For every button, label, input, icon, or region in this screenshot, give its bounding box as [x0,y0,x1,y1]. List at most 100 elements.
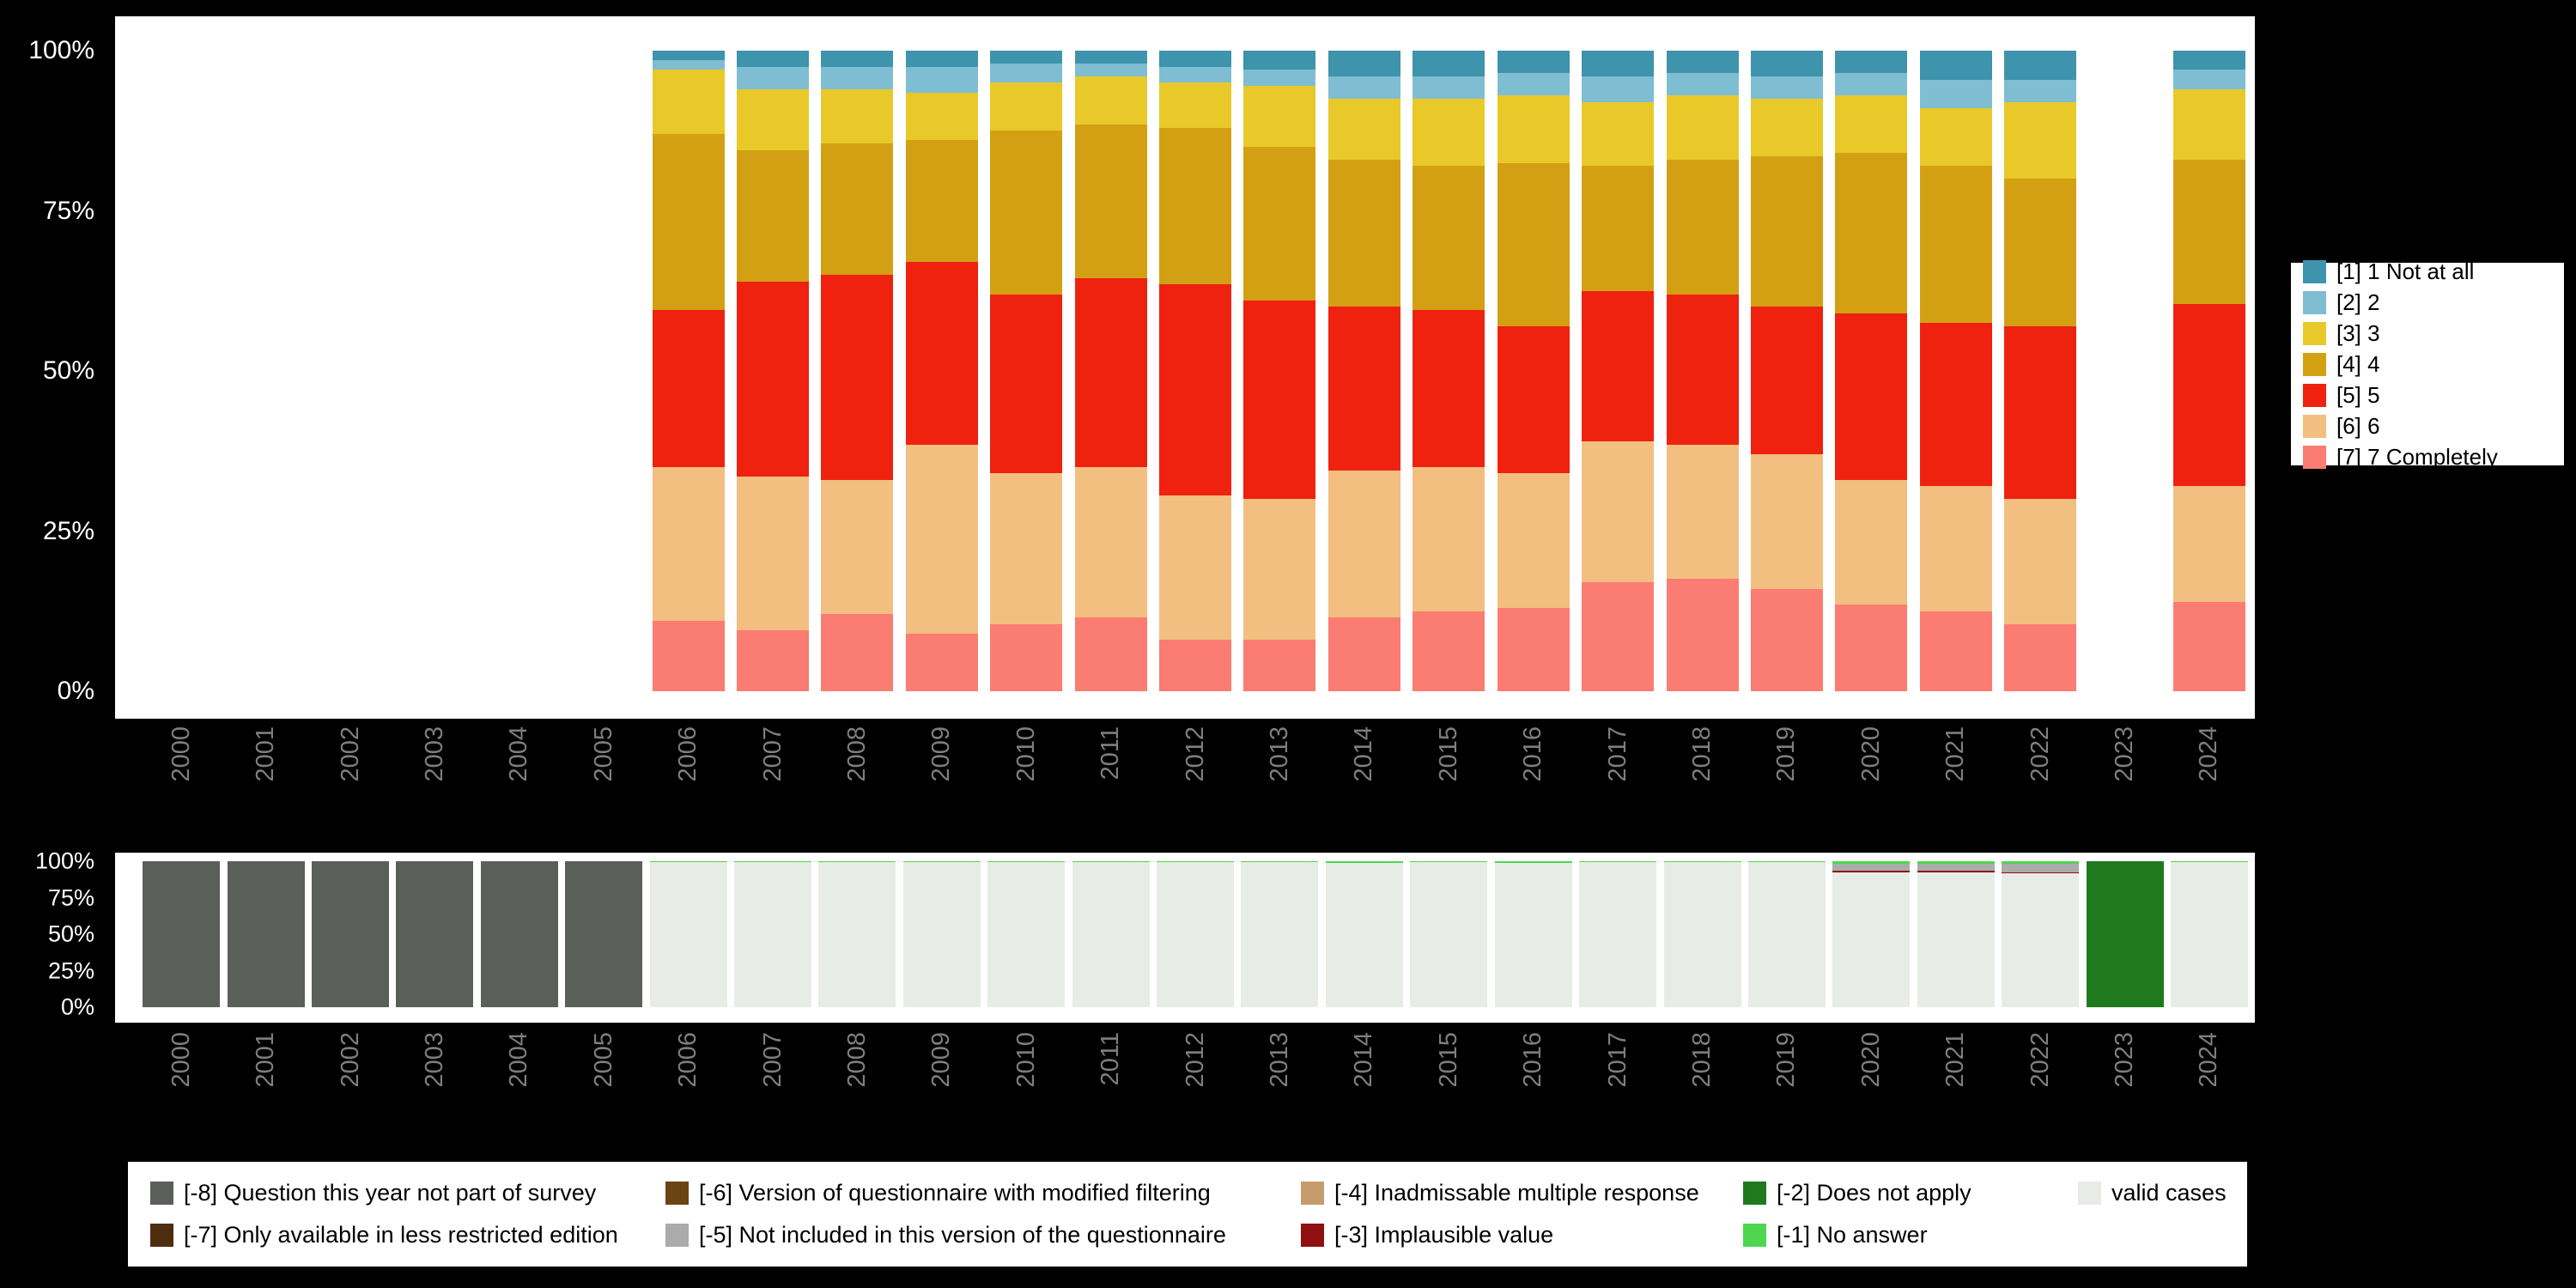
bar-slot-2006 [646,51,730,691]
x-axis-slot: 2012 [1153,726,1237,834]
bar-segment-6 [905,444,978,634]
bar-segment-2 [2004,79,2077,102]
stacked-bar-2006 [652,51,725,691]
legend-entry--4: [-4] Inadmissable multiple response [1301,1180,1743,1206]
year-tick-label: 2001 [252,726,280,782]
bar-segment-4 [2004,179,2077,326]
bar-segment-6 [2004,499,2077,624]
bar-segment-6 [2172,486,2245,602]
bar-segment-5 [1666,294,1739,445]
legend-entry--2: [-2] Does not apply [1743,1180,2078,1206]
bar-slot-2013 [1237,51,1321,691]
bar-segment-3 [821,88,894,144]
bar-segment-2 [652,60,725,70]
year-tick-label: 2023 [2111,726,2139,782]
bar-slot-2018 [1660,51,1744,691]
bar-segment-2 [1413,76,1485,99]
x-axis-slot: 2003 [392,1032,477,1139]
bar-slot-2001 [223,861,307,1007]
stacked-bar-2021 [1917,861,1995,1007]
x-axis-slot: 2001 [223,1032,307,1139]
legend-entry-4: [4] 4 [2303,351,2552,378]
x-axis-slot: 2020 [1829,1032,1913,1139]
bar-segment-4 [1159,127,1232,285]
bar-slot-2024 [2167,51,2251,691]
stacked-bar-2005 [565,861,643,1007]
bar-segment-5 [2172,303,2245,487]
bar-segment--1 [1663,861,1741,863]
bar-segment-4 [2172,159,2245,304]
year-tick-label: 2009 [927,726,956,782]
legend-entry--3: [-3] Implausible value [1301,1222,1743,1249]
legend-label: [-1] No answer [1777,1222,1928,1248]
x-axis-slot: 2000 [139,1032,223,1139]
bar-slot-2009 [900,51,984,691]
y-axis-tick-label: 25% [47,957,94,983]
bar-segment-valid [1832,872,1911,1007]
bar-segment-6 [1159,495,1232,641]
legend-entry--1: [-1] No answer [1743,1222,2078,1249]
stacked-bar-2021 [1919,51,1992,691]
bar-segment-4 [1074,124,1147,278]
bar-segment-5 [905,262,978,445]
bar-slot-2013 [1237,861,1321,1007]
x-axis-slot: 2021 [1914,726,1998,834]
bar-segment-5 [2004,325,2077,500]
bar-slot-2019 [1745,861,1829,1007]
bar-segment-5 [990,294,1063,474]
x-axis-slot: 2000 [139,726,223,834]
legend-entry--8: [-8] Question this year not part of surv… [150,1180,665,1206]
bar-segment-4 [1750,156,1823,307]
bar-slot-2017 [1576,861,1660,1007]
bar-slot-2021 [1914,51,1998,691]
legend-entry--5: [-5] Not included in this version of the… [665,1222,1301,1249]
legend-swatch-3 [2303,321,2326,345]
stacked-bar-2011 [1072,861,1150,1007]
x-axis-slot: 2014 [1322,1032,1406,1139]
year-tick-label: 2007 [758,1032,787,1088]
stacked-bar-2014 [1327,51,1400,691]
bar-segment--1 [1072,861,1150,863]
bar-segment-valid [902,862,981,1007]
stacked-bar-2003 [396,861,474,1007]
x-axis-slot: 2005 [562,726,646,834]
bar-segment-valid [1663,862,1741,1007]
bar-slot-2015 [1406,861,1491,1007]
bar-slot-2014 [1322,861,1406,1007]
bar-segment-2 [1582,76,1655,102]
bar-segment-6 [1835,479,1908,605]
x-axis-slot: 2020 [1829,726,1913,834]
x-axis-slot: 2014 [1322,726,1406,834]
bar-slot-2005 [562,861,646,1007]
legend-swatch--6 [665,1182,689,1205]
bar-segment-4 [1666,159,1739,295]
bar-slot-2007 [731,861,815,1007]
bar-segment-2 [737,66,810,89]
legend-entry-7: [7] 7 Completely [2303,444,2552,471]
bar-slot-2005 [562,51,646,691]
year-tick-label: 2013 [1265,726,1293,782]
bar-segment-valid [1072,862,1150,1007]
bar-slot-2021 [1914,861,1998,1007]
stacked-bar-2008 [818,861,896,1007]
bar-segment-4 [1327,159,1400,307]
bar-segment-1 [1159,51,1232,67]
bar-segment-4 [821,143,894,276]
legend-swatch-7 [2303,445,2326,469]
stacked-bar-2017 [1582,51,1655,691]
bar-segment-valid [1917,872,1995,1007]
bar-segment-3 [1074,76,1147,125]
year-tick-label: 2022 [2026,1032,2054,1088]
bar-segment-2 [1497,73,1570,96]
bar-slot-2012 [1153,51,1237,691]
year-tick-label: 2012 [1181,1032,1209,1088]
x-axis-slot: 2009 [900,726,984,834]
x-axis-slot: 2023 [2082,726,2166,834]
y-axis-tick-label: 100% [28,36,94,64]
legend-swatch-6 [2303,414,2326,438]
bar-segment-valid [2170,862,2248,1007]
legend-label: [7] 7 Completely [2336,443,2498,470]
bar-segment--8 [312,861,390,1007]
bar-segment-2 [905,66,978,93]
stacked-bar-2022 [2002,861,2080,1007]
